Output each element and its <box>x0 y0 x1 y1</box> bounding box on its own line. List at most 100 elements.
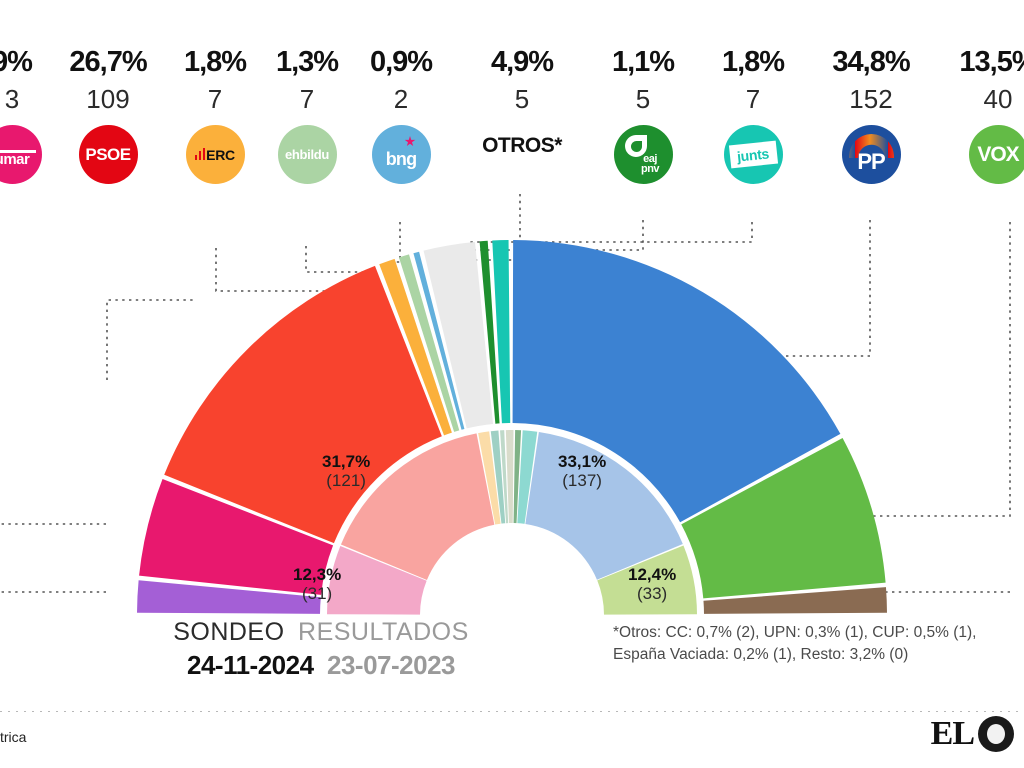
elpais-logo: EL <box>931 716 1014 752</box>
sumar-underline-icon <box>0 150 36 153</box>
party-logo-label-otros: OTROS* <box>482 133 562 157</box>
party-logo-pnv[interactable]: eaj pnv <box>613 125 673 184</box>
party-seats-psoe: 109 <box>86 84 130 114</box>
party-column-pnv[interactable]: 1,1% 5 eaj pnv <box>583 0 703 184</box>
party-pct-otros: 4,9% <box>490 46 554 78</box>
party-seats-ehbildu: 7 <box>299 84 315 114</box>
party-logo-psoe[interactable]: PSOE <box>78 125 138 184</box>
pnv-leaf-icon <box>624 135 647 157</box>
inner-label-psoe-pct: 31,7% <box>322 452 371 471</box>
inner-label-sumar-seats: (31) <box>301 584 333 604</box>
party-pct-pnv: 1,1% <box>611 46 675 78</box>
inner-label-pp-pct: 33,1% <box>558 452 607 471</box>
party-seats-pnv: 5 <box>635 84 651 114</box>
outer-seg-eajpnv <box>479 240 500 424</box>
party-logo-ehbildu[interactable]: ehbildu <box>277 125 337 184</box>
party-header-row: 9% 3 umar 26,7% 109 PSOE 1,8% 7 ERC 1,3%… <box>0 0 1024 220</box>
party-logo-junts[interactable]: junts <box>723 125 783 184</box>
party-seats-vox: 40 <box>983 84 1013 114</box>
inner-seg-sumar <box>327 546 427 615</box>
legend-resultados-title: RESULTADOS <box>298 618 469 646</box>
party-seats-erc: 7 <box>207 84 223 114</box>
inner-seg-ehbildu <box>490 430 506 524</box>
outer-seg-bng <box>413 251 465 430</box>
lion-icon <box>978 716 1014 752</box>
party-logo-bng[interactable]: bng <box>371 125 431 184</box>
otros-footnote-line1: *Otros: CC: 0,7% (2), UPN: 0,3% (1), CUP… <box>613 624 977 641</box>
party-logo-otros: OTROS* <box>462 125 582 165</box>
party-column-ehbildu[interactable]: 1,3% 7 ehbildu <box>247 0 367 184</box>
party-seats-otros: 5 <box>514 84 530 114</box>
inner-seg-otros <box>505 430 514 524</box>
party-column-psoe[interactable]: 26,7% 109 PSOE <box>48 0 168 184</box>
party-pct-sumar: 9% <box>0 46 33 78</box>
party-logo-label-junts: junts <box>736 144 770 165</box>
legend-sondeo-title: SONDEO <box>173 618 285 646</box>
party-logo-label-bng: bng <box>385 148 417 169</box>
legend-sondeo-date: 24-11-2024 <box>186 650 314 680</box>
party-logo-label-sumar: umar <box>0 150 30 168</box>
erc-bars-icon <box>194 148 205 160</box>
legend-resultados-date: 23-07-2023 <box>327 650 456 680</box>
party-column-vox[interactable]: 13,5% 40 VOX <box>938 0 1024 184</box>
outer-seg-pp <box>512 240 841 523</box>
bng-star-icon <box>404 136 416 147</box>
party-logo-label-ehbildu: ehbildu <box>284 147 330 162</box>
party-logo-sumar[interactable]: umar <box>0 125 42 184</box>
party-pct-erc: 1,8% <box>183 46 247 78</box>
party-column-pp[interactable]: 34,8% 152 PP <box>811 0 931 184</box>
party-column-sumar[interactable]: 9% 3 umar <box>0 0 72 184</box>
party-logo-label-erc: ERC <box>206 146 235 163</box>
outer-seg-ehbildu <box>398 254 460 432</box>
outer-seg-otros <box>423 241 494 429</box>
party-seats-pp: 152 <box>849 84 893 114</box>
otros-footnote: *Otros: CC: 0,7% (2), UPN: 0,3% (1), CUP… <box>613 622 977 667</box>
inner-seg-pp <box>525 431 683 580</box>
inner-label-vox-pct: 12,4% <box>628 565 677 584</box>
elpais-wordmark: EL <box>930 715 975 752</box>
party-column-bng[interactable]: 0,9% 2 bng <box>341 0 461 184</box>
party-pct-vox: 13,5% <box>959 46 1024 78</box>
party-pct-psoe: 26,7% <box>69 46 147 78</box>
inner-label-pp-block: 33,1% (137) <box>558 452 606 490</box>
inner-label-sumar-pct: 12,3% <box>293 565 342 584</box>
party-logo-label-vox: VOX <box>977 143 1019 166</box>
outer-seg-vox <box>681 437 886 599</box>
outer-ring <box>137 240 887 614</box>
inner-label-vox-block: 12,4% (33) <box>628 565 676 603</box>
outer-seg-erc <box>379 258 452 436</box>
party-column-junts[interactable]: 1,8% 7 junts <box>693 0 813 184</box>
outer-seg-otros-der <box>703 587 887 614</box>
party-seats-sumar: 3 <box>4 84 20 114</box>
party-column-otros[interactable]: 4,9% 5 OTROS* <box>462 0 582 165</box>
inner-seg-pnv <box>513 430 522 524</box>
source-note: trica <box>0 729 27 745</box>
semi-donut-chart <box>137 240 887 615</box>
inner-seg-junts <box>517 430 538 524</box>
party-pct-bng: 0,9% <box>369 46 433 78</box>
outer-seg-otros-izq <box>137 580 321 614</box>
party-pct-pp: 34,8% <box>832 46 910 78</box>
inner-seg-vox <box>597 545 697 615</box>
party-logo-label-pp: PP <box>857 148 885 174</box>
party-logo-vox[interactable]: VOX <box>968 125 1024 184</box>
outer-seg-sumar <box>139 478 334 595</box>
inner-ring <box>327 430 697 615</box>
party-logo-label-pnv: eaj pnv <box>640 152 660 175</box>
party-logo-label-psoe: PSOE <box>85 145 131 164</box>
otros-footnote-line2: España Vaciada: 0,2% (1), Resto: 3,2% (0… <box>613 646 909 664</box>
party-logo-pp[interactable]: PP <box>841 125 901 184</box>
footer-divider <box>0 711 1024 712</box>
inner-label-psoe-seats: (121) <box>326 471 366 491</box>
outer-seg-junts <box>492 240 511 424</box>
series-legend: SONDEO RESULTADOS 24-11-2024 23-07-2023 <box>146 618 496 681</box>
inner-label-pp-seats: (137) <box>562 471 602 491</box>
inner-seg-psoe <box>340 433 495 580</box>
party-column-erc[interactable]: 1,8% 7 ERC <box>155 0 275 184</box>
party-seats-junts: 7 <box>745 84 761 114</box>
inner-label-vox-seats: (33) <box>636 584 668 604</box>
party-logo-erc[interactable]: ERC <box>185 125 245 184</box>
inner-label-sumar-block: 12,3% (31) <box>293 565 341 603</box>
inner-seg-bng <box>500 430 509 524</box>
inner-label-psoe-block: 31,7% (121) <box>322 452 370 490</box>
